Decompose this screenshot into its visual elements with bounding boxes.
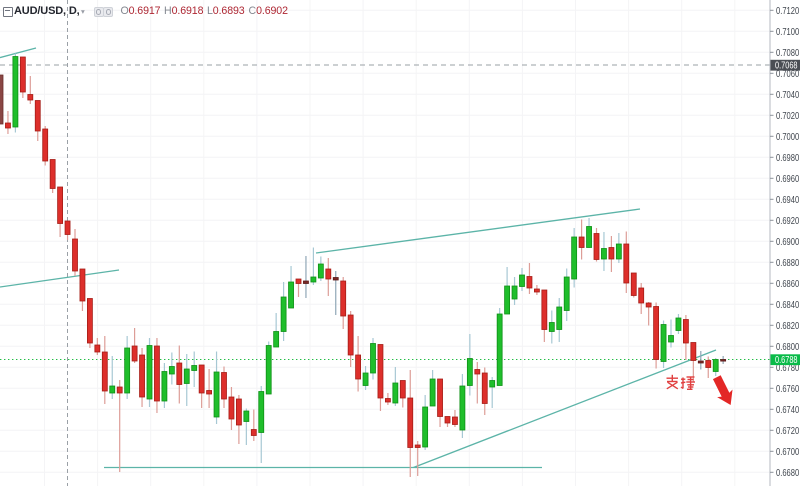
svg-text:0.6780: 0.6780 <box>776 363 800 374</box>
svg-text:0.6840: 0.6840 <box>776 300 800 311</box>
svg-text:0.6980: 0.6980 <box>776 153 800 164</box>
svg-text:0.7020: 0.7020 <box>776 111 800 122</box>
svg-text:0.6880: 0.6880 <box>776 258 800 269</box>
svg-text:0.7000: 0.7000 <box>776 132 800 143</box>
svg-text:0.6800: 0.6800 <box>776 342 800 353</box>
svg-text:0.6788: 0.6788 <box>775 355 798 366</box>
svg-text:0.6820: 0.6820 <box>776 321 800 332</box>
svg-text:0.6740: 0.6740 <box>776 405 800 416</box>
svg-text:0.7060: 0.7060 <box>776 69 800 80</box>
svg-text:0.7040: 0.7040 <box>776 90 800 101</box>
svg-text:0.6920: 0.6920 <box>776 216 800 227</box>
svg-text:0.7100: 0.7100 <box>776 27 800 38</box>
svg-text:0.6700: 0.6700 <box>776 447 800 458</box>
svg-text:0.7068: 0.7068 <box>775 61 798 72</box>
svg-text:0.6760: 0.6760 <box>776 384 800 395</box>
svg-text:0.6860: 0.6860 <box>776 279 800 290</box>
svg-text:0.6720: 0.6720 <box>776 426 800 437</box>
svg-text:0.6940: 0.6940 <box>776 195 800 206</box>
svg-text:0.7120: 0.7120 <box>776 6 800 17</box>
svg-text:0.7080: 0.7080 <box>776 48 800 59</box>
svg-text:0.6960: 0.6960 <box>776 174 800 185</box>
svg-text:0.6680: 0.6680 <box>776 468 800 479</box>
svg-text:0.6900: 0.6900 <box>776 237 800 248</box>
